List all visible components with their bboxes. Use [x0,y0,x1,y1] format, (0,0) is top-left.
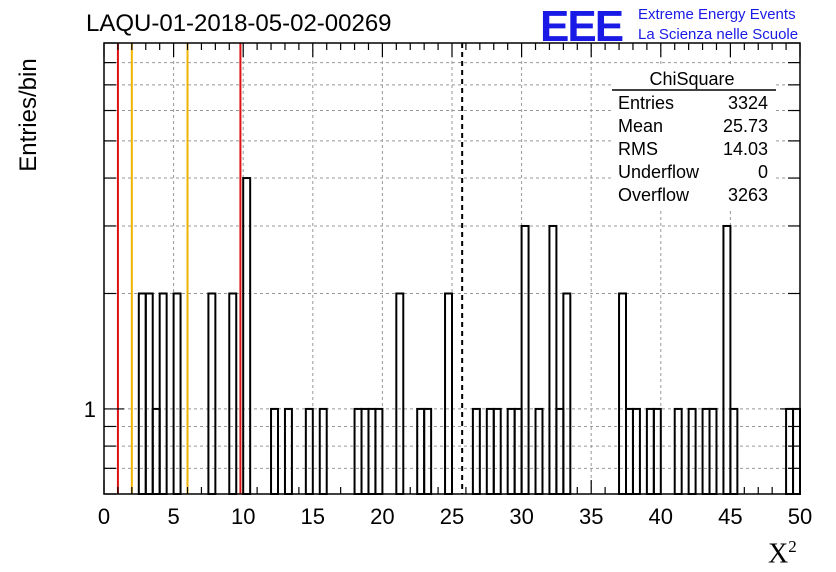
histogram-bar [687,407,697,495]
stats-title: ChiSquare [649,69,734,89]
histogram-bars [137,177,801,496]
histogram-bar [652,407,662,495]
x-tick-label: 25 [440,504,464,529]
histogram-bar [158,292,168,495]
histogram-bar [416,407,426,495]
chart-title: LAQU-01-2018-05-02-00269 [86,10,392,37]
histogram-bar [367,407,377,495]
histogram-bar [144,292,154,495]
histogram-bar [555,407,565,495]
x-axis: 0 5 10 15 20 25 30 35 40 45 50 [98,43,812,529]
stats-row-label: Overflow [618,185,690,205]
stats-row-value: 3324 [728,93,768,113]
x-tick-label: 5 [167,504,179,529]
histogram-bar [353,407,363,495]
histogram-bar [618,292,627,495]
reference-lines [116,43,464,494]
histogram-bar [304,407,314,495]
y-axis: 1 [84,42,800,495]
logo-line-2: La Scienza nelle Scuole [638,26,799,43]
stats-row-value: 25.73 [723,116,768,136]
histogram-bar [270,407,280,495]
histogram-bar [708,407,718,495]
stats-row-value: 3263 [728,185,768,205]
histogram-bar [513,407,523,495]
histogram-bar [374,407,384,495]
histogram-bar [207,292,217,495]
stats-row-value: 14.03 [723,139,768,159]
histogram-bar [722,224,732,495]
histogram-bar [228,292,238,495]
stats-row-label: Entries [618,93,674,113]
histogram-bar [360,407,370,495]
stats-row-label: Underflow [618,162,700,182]
histogram-bar [520,224,530,495]
histogram-bar [562,292,572,495]
x-axis-label: X2 [768,537,797,570]
histogram-bar [395,292,405,495]
stats-box-background [612,67,776,211]
x-axis-label-symbol: X [768,538,789,570]
x-tick-label: 15 [301,504,325,529]
histogram-bar [792,407,801,495]
histogram-bar [625,407,634,495]
histogram-bar [242,177,252,496]
histogram-bar [172,292,182,495]
y-tick-label: 1 [84,397,96,422]
histogram-bar [548,224,558,495]
histogram-bar [492,407,502,495]
histogram-bar [506,407,516,495]
histogram-bar [151,407,161,495]
x-tick-label: 20 [370,504,394,529]
histogram-bar [729,407,739,495]
histogram-bar [534,407,544,495]
x-axis-label-superscript: 2 [788,537,797,556]
stats-box: ChiSquare Entries 3324 Mean 25.73 RMS 14.03 Und… [612,67,776,211]
histogram-bar [485,407,495,495]
histogram-bar [785,407,795,495]
histogram-bar [471,407,481,495]
histogram-bar [673,407,683,495]
x-tick-label: 40 [649,504,673,529]
logo-line-1: Extreme Energy Events [638,6,796,23]
stats-row-value: 0 [758,162,768,182]
histogram-bar [631,407,641,495]
histogram-bar [444,292,454,495]
x-tick-label: 45 [718,504,742,529]
stats-row-label: RMS [618,139,658,159]
x-tick-label: 30 [509,504,533,529]
histogram-bar [423,407,433,495]
histogram-bar [283,407,293,495]
histogram-bar [701,407,711,495]
x-tick-label: 50 [788,504,812,529]
histogram-bar [318,407,328,495]
x-tick-label: 35 [579,504,603,529]
x-tick-label: 10 [231,504,255,529]
x-tick-label: 0 [98,504,110,529]
histogram-bar [645,407,655,495]
stats-row-label: Mean [618,116,663,136]
histogram-bar [137,292,147,495]
